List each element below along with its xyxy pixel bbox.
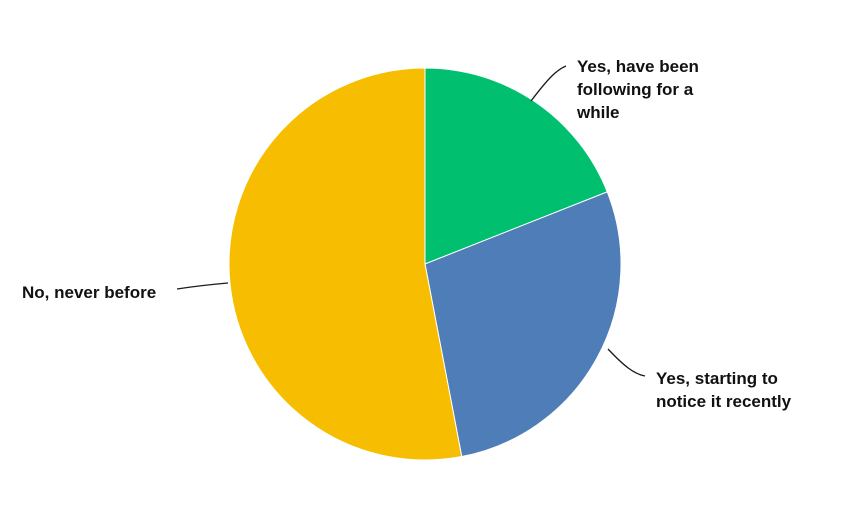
slice-label-2: Yes, starting to notice it recently	[656, 369, 792, 411]
slice-label-line: No, never before	[22, 283, 156, 302]
leader-lines	[176, 65, 646, 377]
slice-label-line: while	[576, 103, 620, 122]
slice-label-line: following for a	[577, 80, 694, 99]
pie-slices	[228, 67, 622, 461]
pie-slice-1	[424, 67, 608, 265]
slice-label-3: No, never before	[22, 283, 156, 302]
slice-labels: Yes, have been following for a while Yes, s…	[22, 57, 792, 411]
pie-slice-2	[424, 191, 622, 458]
leader-line-1	[530, 65, 567, 102]
pie-slice-3	[228, 67, 463, 461]
slice-label-1: Yes, have been following for a while	[576, 57, 699, 122]
leader-line-3	[176, 282, 229, 290]
slice-label-line: Yes, have been	[577, 57, 699, 76]
leader-line-2	[607, 348, 646, 377]
slice-label-line: notice it recently	[656, 392, 792, 411]
slice-label-line: Yes, starting to	[656, 369, 778, 388]
